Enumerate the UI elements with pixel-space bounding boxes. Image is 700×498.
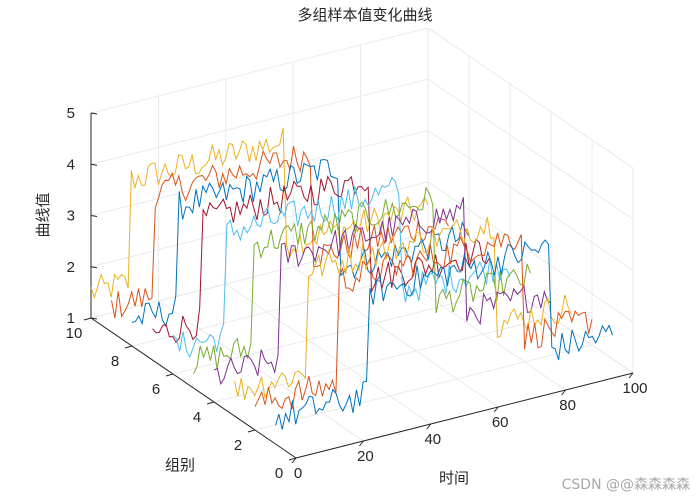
x-tick-label: 40: [424, 431, 441, 448]
y-tick-label: 8: [111, 353, 119, 370]
y-tick-label: 2: [234, 437, 242, 454]
grid-line-floor-x: [158, 300, 364, 442]
z-axis-label: 曲线值: [34, 192, 52, 237]
series-line-group-1: [275, 239, 613, 430]
x-tick-label: 0: [294, 465, 302, 482]
z-tick-mark: [90, 317, 98, 320]
y-tick-label: 6: [152, 381, 160, 398]
y-tick-label: 0: [275, 465, 283, 482]
grid-line-back-z: [90, 181, 429, 268]
grid-line-floor-x: [360, 249, 566, 391]
series-line-group-9: [111, 145, 449, 319]
grid-line-floor-x: [225, 283, 432, 425]
chart-title: 多组样本值变化曲线: [297, 6, 432, 24]
grid-line-back-z: [90, 232, 429, 319]
z-tick-mark: [90, 266, 98, 269]
grid-line-back-z: [90, 78, 429, 165]
grid-line-floor-x: [292, 266, 499, 408]
z-tick-label: 3: [67, 208, 75, 225]
z-tick-label: 2: [67, 259, 75, 276]
y-tick-label: 10: [66, 325, 83, 342]
y-tick-mark: [83, 317, 92, 321]
x-axis-label: 时间: [439, 469, 469, 487]
grid-line-floor-y: [172, 288, 511, 375]
z-tick-label: 4: [67, 156, 75, 173]
series-line-group-6: [172, 176, 511, 358]
y-tick-mark: [124, 345, 133, 349]
z-tick-mark: [90, 163, 98, 166]
x-axis-line: [295, 372, 634, 459]
y-tick-mark: [165, 373, 174, 377]
y-axis-line: [90, 317, 297, 459]
series-line-group-8: [131, 158, 470, 328]
z-tick-label: 5: [67, 105, 75, 122]
grid-line-floor-y: [213, 316, 552, 403]
y-tick-mark: [247, 429, 256, 433]
z-tick-mark: [90, 112, 98, 115]
series-line-group-2: [254, 232, 593, 410]
x-tick-mark: [359, 440, 364, 447]
grid-line-floor-y: [254, 344, 593, 431]
series-line-group-3: [234, 216, 572, 400]
y-tick-label: 4: [193, 409, 201, 426]
grid-line-back-z: [90, 130, 429, 216]
axis-layer: [90, 113, 634, 459]
x-tick-label: 60: [492, 414, 509, 431]
grid-line-side-z: [427, 181, 634, 323]
series-line-group-4: [213, 197, 552, 386]
y-tick-mark: [206, 401, 215, 405]
series-line-group-10: [90, 127, 429, 300]
grid-line-side-z: [427, 78, 634, 220]
x-tick-mark: [426, 423, 432, 430]
z-tick-mark: [90, 215, 98, 217]
x-tick-mark: [561, 389, 566, 396]
series-layer: [90, 127, 613, 430]
x-tick-mark: [291, 457, 297, 464]
watermark: CSDN @@森森森森: [562, 477, 690, 493]
series-line-group-5: [193, 186, 531, 374]
tick-layer: 0 20 40 60 80 100 0 2 4 6 8 101 2 3 4 5: [66, 105, 648, 482]
grid-line-side-z: [427, 130, 634, 271]
x-tick-mark: [493, 406, 499, 413]
x-tick-label: 100: [622, 380, 647, 397]
grid-line-side-z: [427, 232, 634, 374]
grid-line-back-z: [90, 27, 429, 114]
x-tick-label: 80: [559, 397, 576, 414]
y-tick-mark: [288, 457, 297, 461]
x-tick-label: 20: [357, 448, 374, 465]
z-tick-label: 1: [67, 310, 75, 327]
grid-line-side-z: [427, 27, 634, 169]
series-line-group-7: [152, 175, 490, 344]
y-axis-label: 组别: [165, 456, 195, 474]
x-tick-mark: [628, 372, 634, 379]
